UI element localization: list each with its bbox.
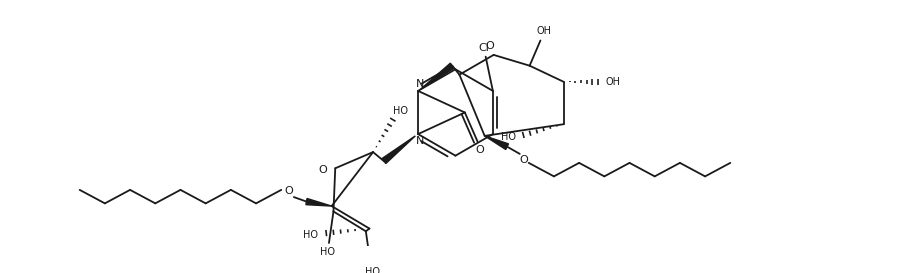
Polygon shape — [306, 198, 332, 206]
Text: OH: OH — [606, 77, 621, 87]
Text: HO: HO — [320, 247, 335, 257]
Polygon shape — [421, 63, 454, 89]
Text: OH: OH — [537, 26, 551, 37]
Polygon shape — [484, 136, 508, 150]
Text: O: O — [284, 186, 293, 196]
Text: HO: HO — [392, 106, 407, 116]
Text: Cl: Cl — [479, 43, 489, 53]
Text: N: N — [415, 79, 424, 89]
Text: HO: HO — [303, 230, 319, 240]
Text: O: O — [485, 41, 494, 51]
Text: HO: HO — [501, 132, 516, 142]
Text: O: O — [318, 165, 327, 175]
Polygon shape — [382, 136, 415, 164]
Text: O: O — [520, 155, 528, 165]
Text: O: O — [476, 145, 484, 155]
Text: N: N — [415, 136, 424, 146]
Text: HO: HO — [365, 267, 380, 273]
